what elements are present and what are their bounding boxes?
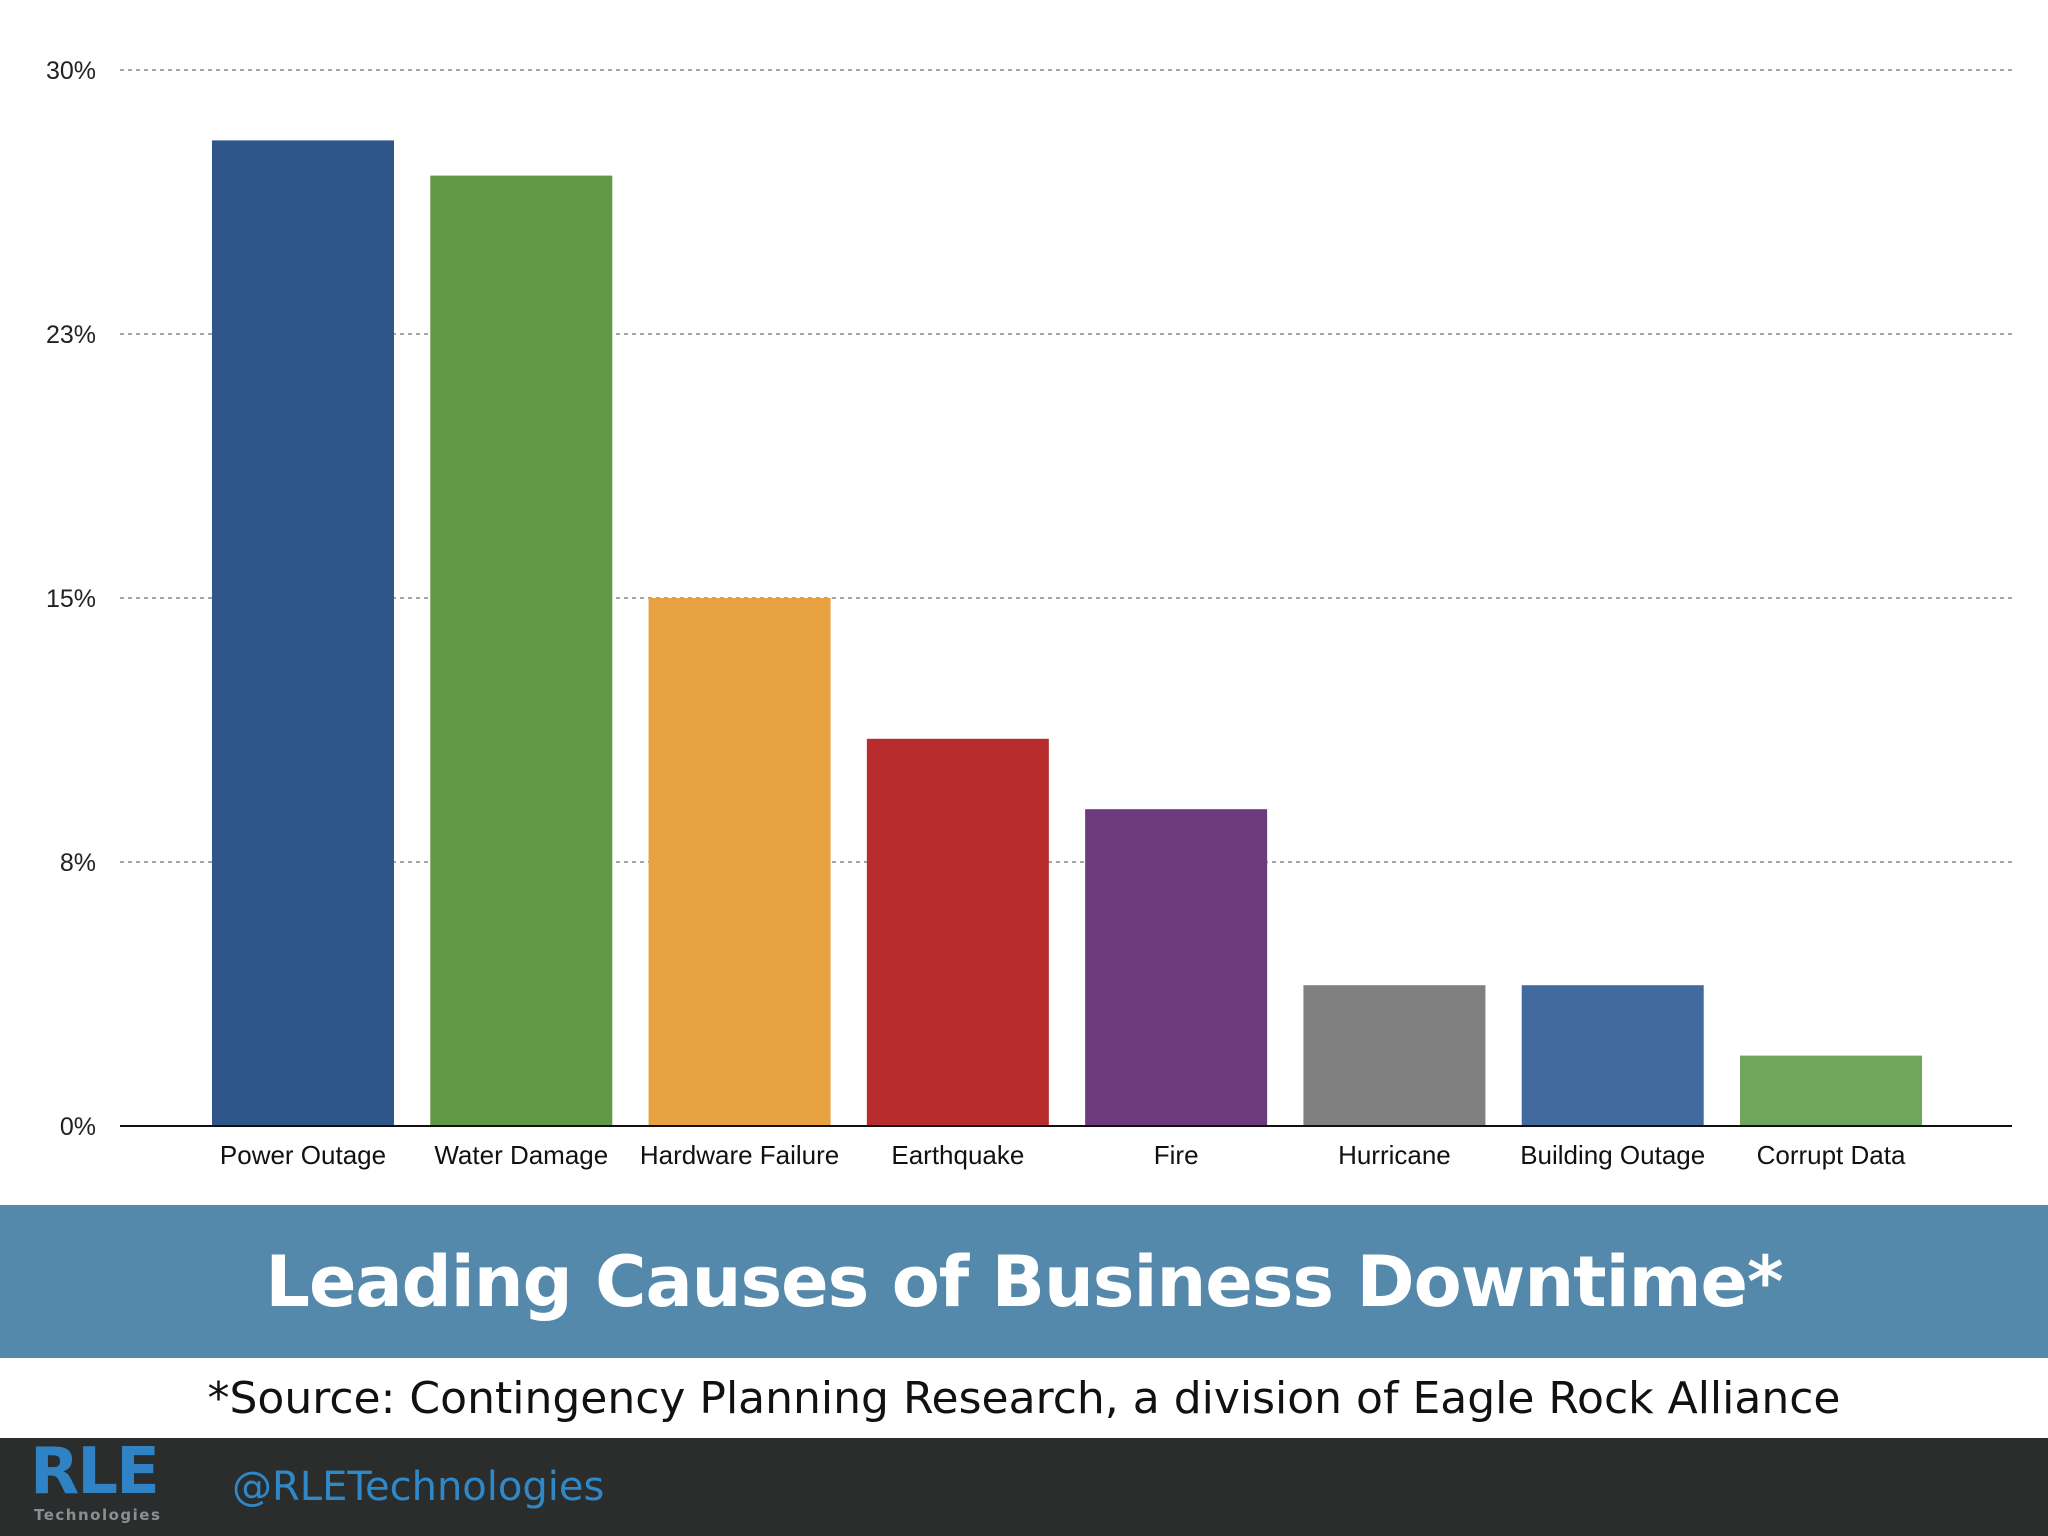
chart-title: Leading Causes of Business Downtime* bbox=[265, 1240, 1783, 1323]
bar bbox=[430, 175, 613, 1127]
x-category-label: Hurricane bbox=[1338, 1140, 1451, 1170]
social-handle: @RLETechnologies bbox=[232, 1464, 605, 1510]
x-category-label: Fire bbox=[1154, 1140, 1199, 1170]
company-logo: RLE Technologies bbox=[30, 1440, 195, 1530]
y-tick-label: 30% bbox=[46, 57, 96, 85]
y-tick-label: 23% bbox=[46, 321, 96, 349]
logo-wordmark: RLE bbox=[30, 1435, 160, 1509]
bar bbox=[1521, 985, 1704, 1126]
source-note: *Source: Contingency Planning Research, … bbox=[207, 1372, 1841, 1424]
title-banner: Leading Causes of Business Downtime* bbox=[0, 1205, 2048, 1358]
bar-chart: 0% 8% 15% 23% 30% Power Outage Water Damage Har… bbox=[46, 57, 2012, 1170]
x-category-label: Water Damage bbox=[434, 1140, 608, 1170]
chart-canvas: 0% 8% 15% 23% 30% Power Outage Water Damage Har… bbox=[46, 57, 2012, 1170]
bar bbox=[1740, 1055, 1922, 1126]
logo-subtext: Technologies bbox=[34, 1506, 162, 1524]
x-category-label: Hardware Failure bbox=[640, 1140, 839, 1170]
y-tick-label: 15% bbox=[46, 585, 96, 613]
source-band: *Source: Contingency Planning Research, … bbox=[0, 1358, 2048, 1438]
y-tick-label: 8% bbox=[60, 849, 96, 877]
x-category-label: Corrupt Data bbox=[1757, 1140, 1906, 1170]
bar bbox=[1085, 809, 1268, 1126]
bar bbox=[212, 140, 394, 1126]
bar bbox=[648, 598, 831, 1126]
y-tick-label: 0% bbox=[60, 1113, 96, 1141]
bar bbox=[866, 738, 1049, 1126]
x-category-label: Power Outage bbox=[220, 1140, 386, 1170]
x-category-label: Building Outage bbox=[1520, 1140, 1705, 1170]
footer-bar: RLE Technologies @RLETechnologies bbox=[0, 1438, 2048, 1536]
x-category-label: Earthquake bbox=[891, 1140, 1024, 1170]
bar bbox=[1303, 985, 1486, 1126]
